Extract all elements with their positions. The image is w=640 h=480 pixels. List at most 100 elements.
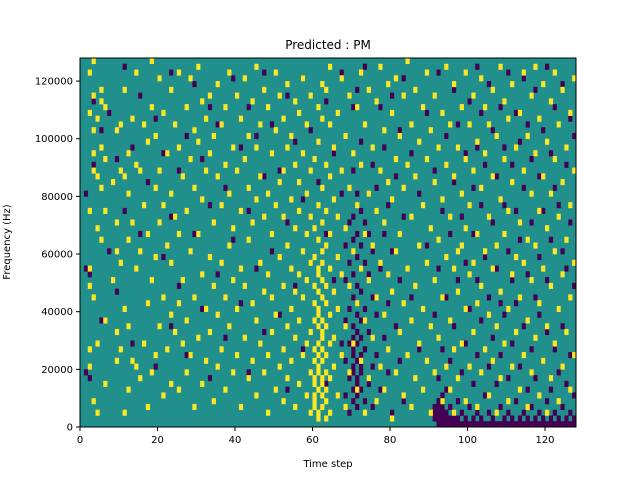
heatmap-cell-high	[320, 346, 325, 353]
heatmap-cell-high	[432, 277, 437, 284]
heatmap-cell-high	[157, 323, 162, 330]
heatmap-cell-high	[568, 109, 573, 116]
heatmap-cell-low	[541, 415, 546, 422]
heatmap-cell-high	[452, 346, 457, 353]
heatmap-cell-high	[552, 340, 557, 347]
heatmap-cell-high	[452, 173, 457, 180]
heatmap-cell-high	[149, 104, 154, 111]
heatmap-cell-high	[223, 386, 228, 393]
heatmap-cell-low	[374, 311, 379, 318]
heatmap-cell-high	[254, 196, 259, 203]
heatmap-cell-low	[537, 409, 542, 416]
heatmap-cell-high	[316, 352, 321, 359]
heatmap-cell-high	[320, 328, 325, 336]
heatmap-cell-low	[351, 352, 356, 359]
heatmap-cell-high	[316, 311, 321, 318]
heatmap-cell-high	[87, 346, 92, 353]
heatmap-cell-low	[486, 409, 492, 416]
heatmap-cell-high	[479, 282, 484, 289]
heatmap-cell-high	[556, 213, 561, 220]
heatmap-cell-high	[312, 225, 317, 232]
heatmap-cell-high	[475, 230, 480, 238]
heatmap-cell-high	[533, 242, 538, 249]
heatmap-cell-high	[382, 386, 387, 393]
heatmap-cell-high	[459, 242, 464, 249]
heatmap-cell-high	[455, 144, 461, 151]
heatmap-cell-high	[440, 196, 445, 203]
heatmap-cell-high	[405, 265, 410, 272]
heatmap-cell-high	[324, 415, 329, 422]
heatmap-cell-high	[378, 363, 383, 370]
heatmap-cell-high	[320, 375, 325, 382]
heatmap-cell-low	[153, 363, 158, 370]
heatmap-cell-high	[138, 167, 143, 174]
heatmap-cell-high	[149, 277, 154, 284]
heatmap-cell-low	[517, 363, 523, 370]
heatmap-cell-low	[362, 63, 368, 70]
heatmap-cell-high	[564, 144, 569, 151]
heatmap-cell-low	[397, 357, 402, 364]
heatmap-cell-low	[169, 323, 174, 330]
heatmap-cell-high	[246, 132, 251, 140]
heatmap-cell-high	[188, 75, 193, 82]
heatmap-cell-high	[173, 121, 178, 128]
heatmap-cell-low	[355, 328, 360, 336]
heatmap-cell-high	[502, 230, 507, 238]
heatmap-cell-low	[479, 202, 484, 209]
heatmap-cell-high	[343, 403, 348, 411]
heatmap-cell-low	[254, 265, 259, 272]
heatmap-cell-high	[312, 398, 317, 405]
heatmap-cell-high	[529, 190, 534, 197]
heatmap-cell-low	[351, 369, 356, 376]
heatmap-cell-high	[556, 398, 561, 405]
heatmap-cell-low	[130, 340, 135, 347]
heatmap-cell-low	[463, 340, 468, 347]
heatmap-cell-high	[467, 202, 472, 209]
heatmap-cell-high	[308, 213, 313, 220]
heatmap-cell-high	[165, 242, 170, 249]
heatmap-cell-low	[448, 230, 453, 238]
heatmap-cell-low	[556, 415, 561, 422]
heatmap-cell-high	[157, 167, 162, 174]
heatmap-cell-low	[308, 127, 313, 134]
heatmap-cell-high	[219, 259, 224, 266]
heatmap-cell-high	[103, 380, 108, 387]
heatmap-cell-high	[572, 259, 577, 266]
heatmap-cell-low	[424, 109, 430, 116]
heatmap-cell-low	[463, 421, 468, 428]
heatmap-cell-high	[490, 357, 495, 364]
heatmap-cell-low	[359, 288, 364, 295]
heatmap-cell-high	[196, 63, 201, 70]
heatmap-cell-high	[320, 334, 325, 341]
heatmap-cell-low	[231, 236, 236, 243]
heatmap-cell-low	[475, 421, 480, 428]
heatmap-cell-high	[417, 138, 422, 145]
heatmap-cell-high	[517, 386, 523, 393]
heatmap-cell-low	[486, 421, 492, 428]
heatmap-cell-high	[254, 392, 259, 399]
heatmap-cell-high	[378, 259, 383, 266]
heatmap-cell-high	[192, 127, 197, 134]
heatmap-cell-high	[289, 357, 294, 364]
heatmap-cell-low	[409, 150, 414, 157]
heatmap-cell-high	[91, 58, 96, 65]
heatmap-cell-low	[347, 259, 352, 266]
heatmap-cell-high	[188, 248, 193, 255]
heatmap-cell-low	[362, 305, 368, 312]
heatmap-cell-high	[266, 271, 271, 278]
heatmap-cell-low	[355, 392, 360, 399]
heatmap-cell-low	[161, 254, 166, 261]
heatmap-cell-high	[99, 184, 104, 191]
heatmap-cell-high	[153, 254, 158, 261]
heatmap-cell-high	[405, 58, 410, 65]
heatmap-cell-high	[157, 219, 162, 226]
heatmap-cell-high	[91, 294, 96, 301]
heatmap-cell-high	[328, 340, 333, 347]
heatmap-cell-high	[254, 63, 259, 70]
heatmap-cell-high	[176, 69, 182, 76]
heatmap-cell-high	[459, 190, 464, 197]
heatmap-cell-low	[467, 421, 472, 428]
heatmap-cell-high	[351, 248, 356, 255]
heatmap-cell-high	[471, 92, 476, 99]
heatmap-cell-high	[366, 375, 371, 382]
